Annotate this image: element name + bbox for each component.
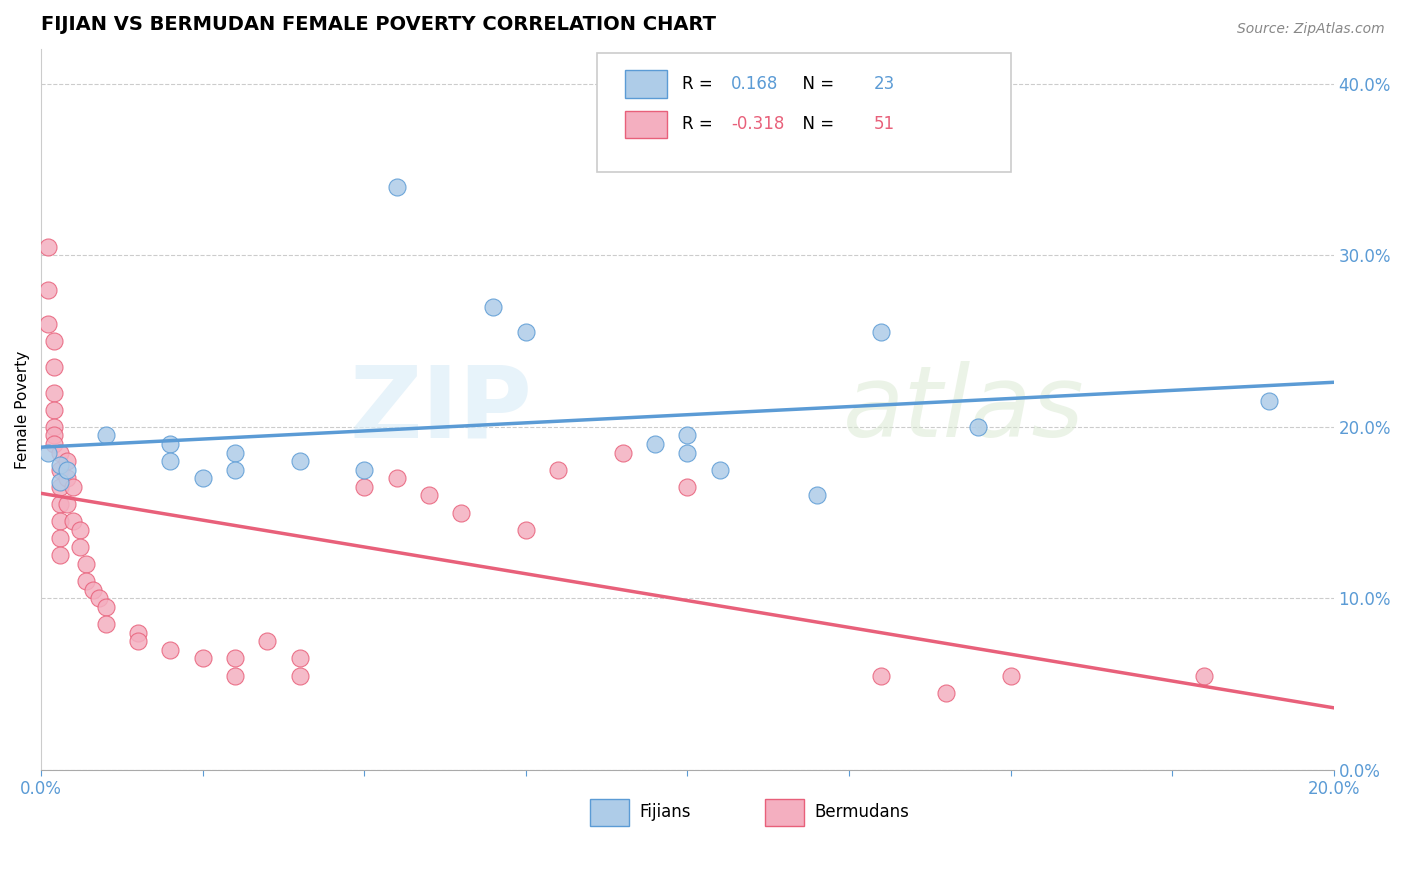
Point [127,625,149,640]
Point [49,532,72,546]
Point [42,420,65,434]
Point [75,557,97,571]
Point [353,480,375,494]
Text: Source: ZipAtlas.com: Source: ZipAtlas.com [1237,22,1385,37]
Point [288,668,311,682]
Point [1000,668,1022,682]
Point [385,179,408,194]
Text: 23: 23 [873,75,894,93]
Point [418,488,440,502]
Point [676,445,699,459]
Point [37,240,59,254]
Point [385,471,408,485]
Text: 51: 51 [873,115,894,134]
Point [94,428,117,442]
FancyBboxPatch shape [626,111,666,138]
Point [612,445,634,459]
Y-axis label: Female Poverty: Female Poverty [15,351,30,469]
Point [288,651,311,665]
Point [49,475,72,489]
Point [288,454,311,468]
Point [42,385,65,400]
Text: 0.168: 0.168 [731,75,779,93]
Point [62,480,84,494]
Point [1258,394,1281,409]
Point [62,514,84,528]
Point [676,480,699,494]
Point [547,463,569,477]
Point [806,488,828,502]
Point [709,463,731,477]
Point [49,514,72,528]
Point [644,437,666,451]
Point [515,326,537,340]
Point [42,359,65,374]
Point [69,523,91,537]
Text: atlas: atlas [842,361,1084,458]
Text: ZIP: ZIP [350,361,533,458]
Point [1194,668,1216,682]
Point [42,334,65,348]
Point [256,634,278,648]
Point [191,471,214,485]
Text: Bermudans: Bermudans [814,803,908,821]
Point [870,326,893,340]
Text: R =: R = [682,75,718,93]
Text: R =: R = [682,115,718,134]
FancyBboxPatch shape [598,53,1011,172]
Point [75,574,97,589]
Point [94,617,117,632]
Point [37,317,59,331]
Point [127,634,149,648]
Point [56,463,79,477]
Point [159,454,181,468]
Point [224,445,246,459]
Point [49,549,72,563]
Point [159,437,181,451]
Point [159,643,181,657]
Point [89,591,111,606]
Point [450,506,472,520]
Point [56,497,79,511]
Point [42,402,65,417]
Point [224,651,246,665]
Text: FIJIAN VS BERMUDAN FEMALE POVERTY CORRELATION CHART: FIJIAN VS BERMUDAN FEMALE POVERTY CORREL… [41,15,716,34]
Point [515,523,537,537]
Point [69,540,91,554]
Point [482,300,505,314]
Point [82,582,104,597]
Point [56,454,79,468]
Text: N =: N = [792,115,839,134]
Point [42,437,65,451]
Point [353,463,375,477]
Point [37,283,59,297]
Point [935,686,957,700]
Point [37,445,59,459]
Point [191,651,214,665]
Text: N =: N = [792,75,839,93]
FancyBboxPatch shape [765,798,804,826]
Point [94,599,117,614]
Point [49,463,72,477]
Point [42,428,65,442]
Point [224,668,246,682]
Point [870,668,893,682]
Point [49,458,72,472]
FancyBboxPatch shape [591,798,630,826]
Point [49,445,72,459]
Point [967,420,990,434]
Point [56,471,79,485]
Point [676,428,699,442]
Point [49,480,72,494]
Text: -0.318: -0.318 [731,115,785,134]
Text: Fijians: Fijians [640,803,692,821]
FancyBboxPatch shape [626,70,666,98]
Point [224,463,246,477]
Point [49,497,72,511]
